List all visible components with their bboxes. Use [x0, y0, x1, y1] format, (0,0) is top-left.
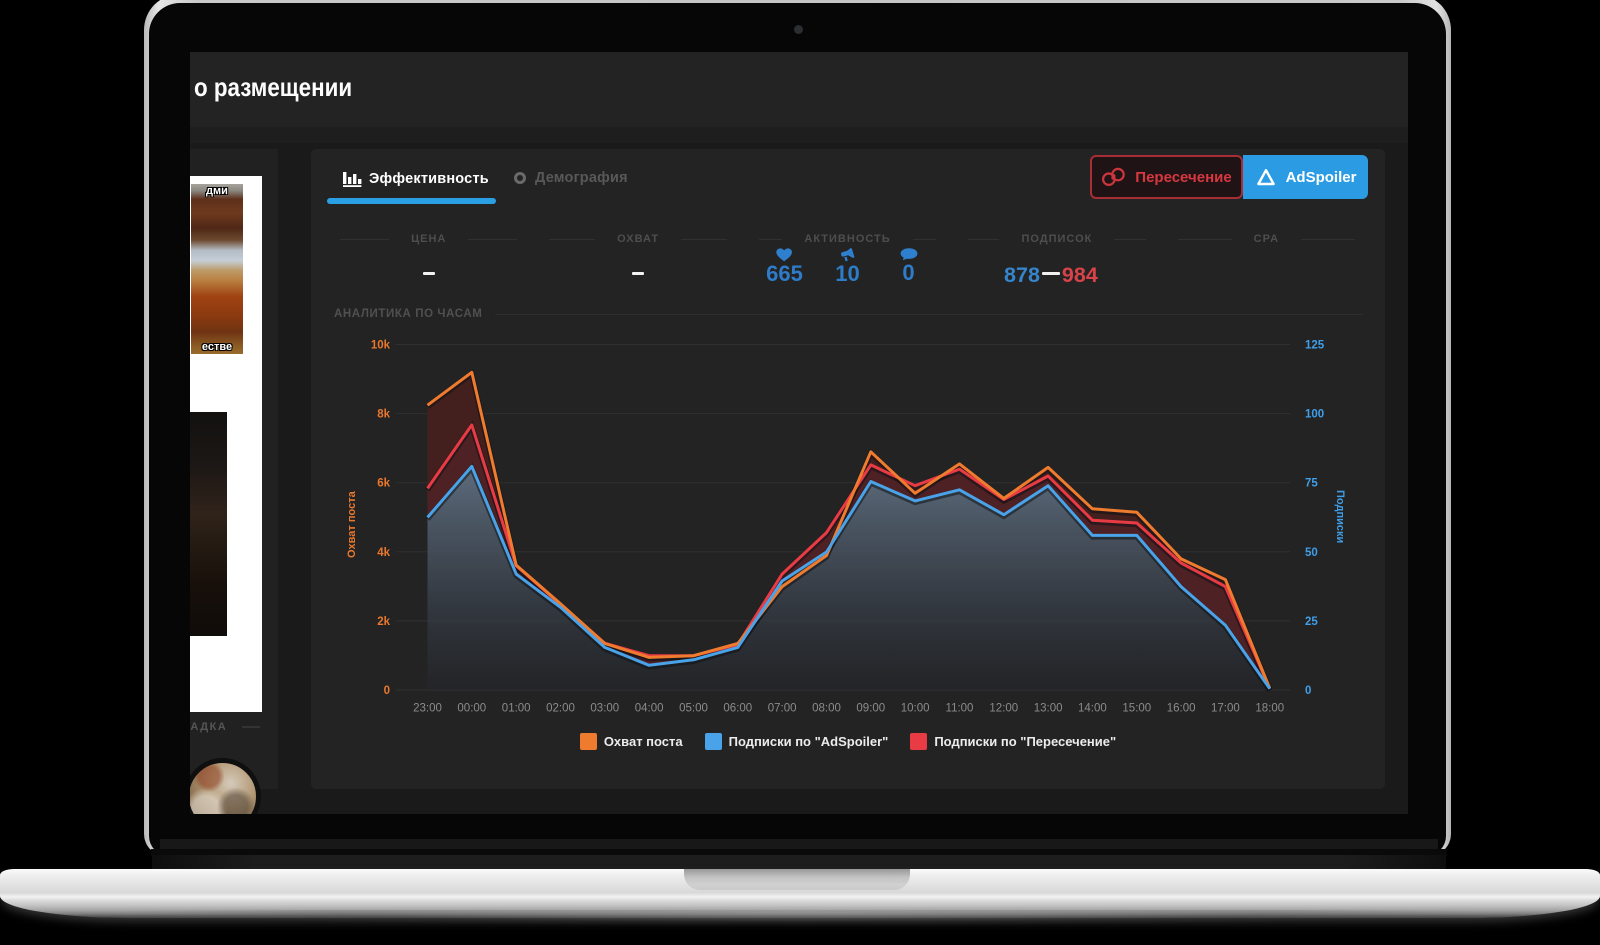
svg-text:2k: 2k	[377, 616, 390, 628]
svg-text:01:00: 01:00	[502, 703, 531, 715]
svg-text:17:00: 17:00	[1211, 703, 1240, 715]
svg-text:02:00: 02:00	[546, 703, 575, 715]
svg-text:04:00: 04:00	[635, 703, 664, 715]
svg-text:03:00: 03:00	[590, 703, 619, 715]
svg-text:07:00: 07:00	[768, 703, 797, 715]
svg-text:11:00: 11:00	[946, 703, 974, 715]
svg-text:75: 75	[1305, 478, 1318, 490]
svg-text:05:00: 05:00	[679, 703, 708, 715]
svg-text:12:00: 12:00	[989, 703, 1018, 715]
svg-text:14:00: 14:00	[1078, 703, 1107, 715]
svg-text:125: 125	[1305, 340, 1325, 352]
svg-text:23:00: 23:00	[413, 703, 442, 715]
svg-text:6k: 6k	[377, 478, 390, 490]
svg-text:Подписки: Подписки	[1334, 490, 1346, 543]
svg-text:0: 0	[384, 685, 390, 697]
svg-text:100: 100	[1305, 409, 1324, 421]
svg-text:25: 25	[1305, 616, 1318, 628]
svg-text:0: 0	[1305, 685, 1311, 697]
svg-text:15:00: 15:00	[1122, 703, 1151, 715]
svg-text:10k: 10k	[371, 340, 391, 352]
svg-text:09:00: 09:00	[856, 703, 885, 715]
svg-text:16:00: 16:00	[1167, 703, 1196, 715]
svg-text:Охват поста: Охват поста	[346, 490, 358, 558]
svg-text:10:00: 10:00	[901, 703, 930, 715]
svg-text:18:00: 18:00	[1255, 703, 1284, 715]
svg-text:00:00: 00:00	[457, 703, 486, 715]
svg-text:50: 50	[1305, 547, 1318, 559]
svg-text:13:00: 13:00	[1034, 703, 1063, 715]
svg-text:08:00: 08:00	[812, 703, 841, 715]
svg-text:06:00: 06:00	[723, 703, 752, 715]
svg-text:4k: 4k	[377, 547, 390, 559]
svg-text:8k: 8k	[377, 409, 390, 421]
